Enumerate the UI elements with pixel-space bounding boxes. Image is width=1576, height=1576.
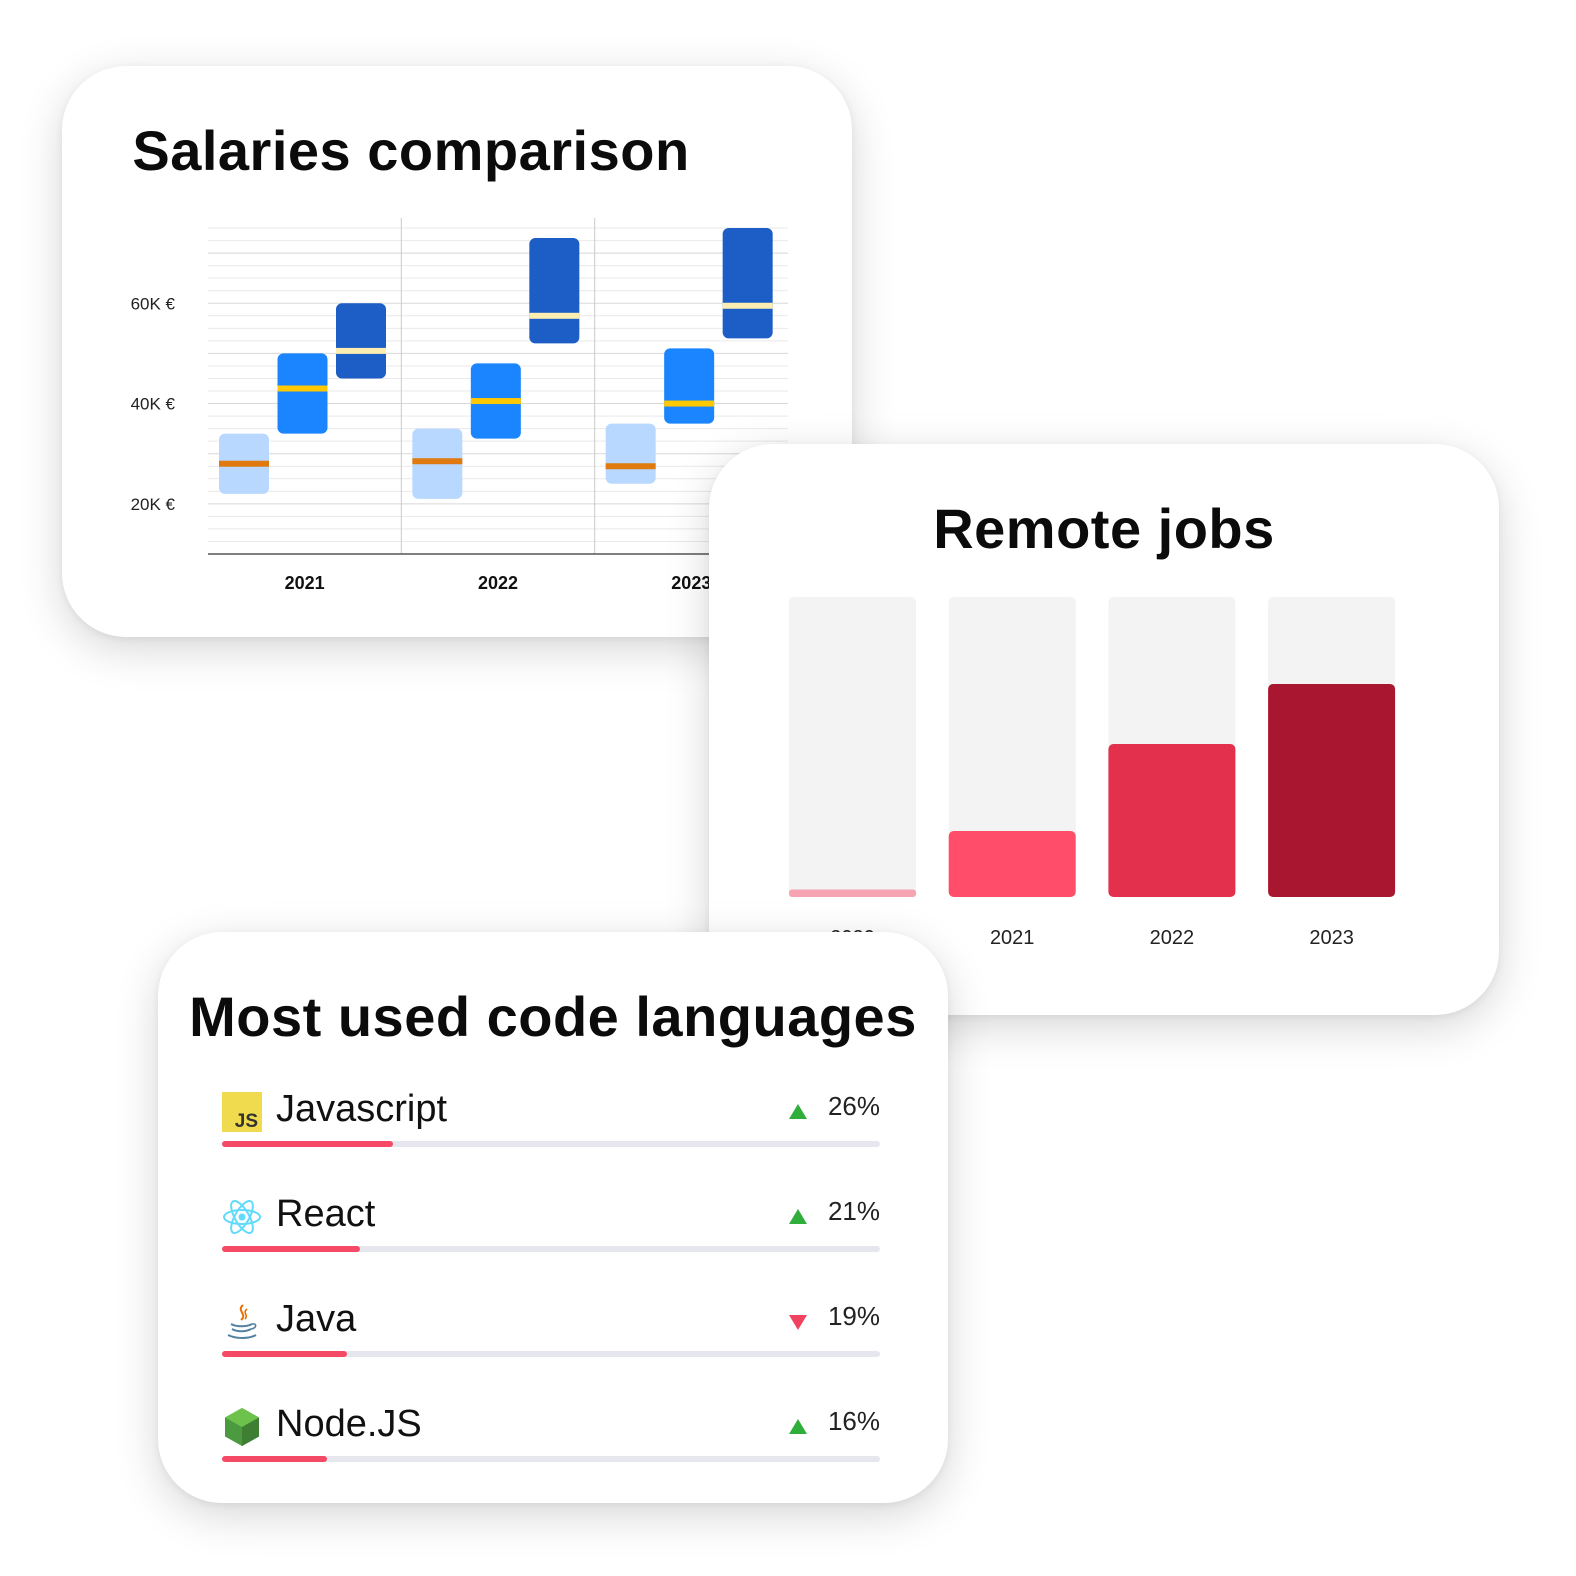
bar-2022 (1108, 744, 1236, 897)
language-name: Javascript (276, 1088, 448, 1130)
language-percent: 21% (827, 1196, 880, 1226)
median-marker (336, 347, 386, 354)
language-row-java: Java 19% (222, 1298, 880, 1360)
remote-jobs-card: Remote jobs 2020202120222023 (709, 444, 1499, 1015)
median-marker (722, 302, 773, 309)
y-tick-label: 20K € (131, 495, 176, 514)
y-tick-label: 60K € (131, 294, 176, 313)
language-row-nodejs: Node.JS 16% (222, 1403, 880, 1465)
median-marker (470, 398, 521, 405)
x-category-label: 2021 (990, 927, 1034, 949)
language-name: Java (276, 1298, 357, 1340)
box-2021-tier-3 (336, 303, 386, 379)
bar-track-2021 (948, 597, 1076, 897)
code-languages-card: Most used code languages JS Javascript 2… (158, 932, 948, 1503)
language-percent: 19% (827, 1301, 880, 1331)
javascript-icon: JS (222, 1092, 262, 1132)
bar-2023 (1268, 684, 1396, 897)
bar-2020 (789, 889, 916, 897)
box-2022-tier-3 (529, 238, 580, 344)
trend-up-icon (788, 1208, 808, 1226)
x-category-label: 2022 (478, 573, 518, 593)
java-icon (222, 1302, 262, 1342)
bar-2021 (948, 831, 1076, 897)
x-category-label: 2023 (671, 573, 711, 593)
language-progress-fill (222, 1351, 348, 1357)
x-category-label: 2023 (1309, 927, 1354, 949)
x-category-label: 2021 (285, 573, 325, 593)
remote-jobs-bar-chart: 2020202120222023 (789, 597, 1396, 949)
svg-text:JS: JS (235, 1111, 258, 1132)
language-progress-track (222, 1351, 880, 1357)
language-name: React (276, 1193, 376, 1235)
trend-down-icon (788, 1313, 808, 1331)
median-marker (605, 463, 656, 470)
nodejs-icon (222, 1407, 262, 1447)
language-progress-track (222, 1141, 880, 1147)
language-progress-track (222, 1246, 880, 1252)
median-marker (219, 460, 269, 467)
median-marker (664, 400, 715, 407)
language-progress-track (222, 1456, 880, 1462)
language-row-javascript: JS Javascript 26% (222, 1088, 880, 1150)
trend-up-icon (788, 1418, 808, 1436)
trend-up-icon (788, 1103, 808, 1121)
salaries-box-chart: 20K € 40K € 60K € 2021 2022 2023 (131, 218, 788, 593)
language-progress-fill (222, 1141, 394, 1147)
y-tick-label: 40K € (131, 395, 176, 414)
language-percent: 16% (827, 1406, 880, 1436)
languages-title: Most used code languages (189, 985, 917, 1048)
median-marker (529, 312, 580, 319)
remote-chart-title: Remote jobs (933, 497, 1275, 560)
salaries-chart-title: Salaries comparison (132, 119, 690, 182)
language-percent: 26% (827, 1091, 880, 1121)
language-progress-fill (222, 1456, 328, 1462)
box-2023-tier-3 (722, 228, 773, 339)
x-category-label: 2022 (1150, 927, 1195, 949)
salaries-comparison-card: Salaries comparison 20K €40K €60K €2021 2… (62, 66, 852, 637)
language-progress-fill (222, 1246, 361, 1252)
react-icon (222, 1197, 262, 1237)
box-2023-tier-1 (605, 423, 656, 484)
median-marker (412, 458, 463, 465)
language-row-react: React 21% (222, 1193, 880, 1255)
language-name: Node.JS (276, 1403, 422, 1445)
box-2021-tier-2 (277, 353, 328, 434)
median-marker (277, 385, 328, 392)
box-2023-tier-2 (664, 348, 715, 424)
bar-track-2020 (789, 597, 916, 897)
